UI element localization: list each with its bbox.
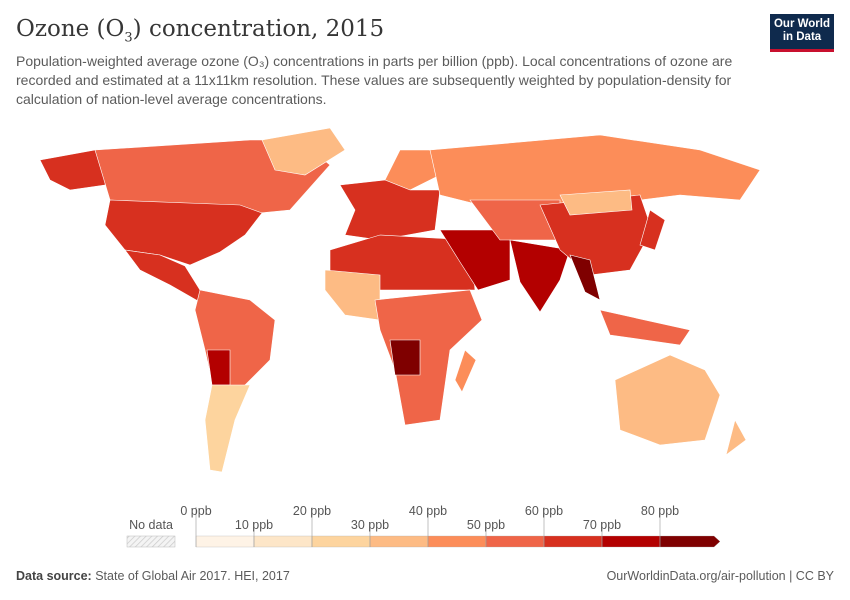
legend-no-data-label: No data [129,518,173,532]
chart-subtitle: Population-weighted average ozone (O₃) c… [16,53,733,107]
region-mongolia[interactable] [559,189,633,216]
region-madagascar[interactable] [454,349,477,393]
region-australia[interactable] [614,354,721,446]
world-map [39,127,761,473]
legend-tick-label: 30 ppb [351,518,389,532]
region-greenland[interactable] [261,127,346,176]
region-bolivia[interactable] [206,349,231,386]
region-southern-africa[interactable] [374,289,483,426]
legend-tick-label: 40 ppb [409,504,447,518]
chart-title: Ozone (O3) concentration, 2015 [16,16,385,46]
region-indonesia[interactable] [599,309,691,346]
legend-bin[interactable] [253,535,313,548]
legend-tick-label: 50 ppb [467,518,505,532]
region-myanmar[interactable] [569,254,601,301]
legend-no-data-swatch [126,535,176,548]
legend-tick-label: 20 ppb [293,504,331,518]
region-new-zealand[interactable] [725,419,747,456]
region-russia[interactable] [429,134,761,211]
legend-bin[interactable] [659,535,721,548]
legend-bin[interactable] [311,535,371,548]
legend-tick-label: 80 ppb [641,504,679,518]
countries [39,127,761,473]
legend-bin[interactable] [369,535,429,548]
legend-tick-label: 10 ppb [235,518,273,532]
region-japan[interactable] [639,209,666,251]
legend-bin[interactable] [485,535,545,548]
legend-bin[interactable] [195,535,255,548]
source-link[interactable]: OurWorldinData.org/air-pollution | CC BY [606,569,834,583]
region-usa[interactable] [104,199,263,266]
region-west-africa[interactable] [324,269,381,321]
region-china[interactable] [539,194,653,276]
data-source: Data source: State of Global Air 2017. H… [16,569,290,583]
region-europe[interactable] [339,179,441,241]
legend-tick-label: 0 ppb [180,504,211,518]
region-southern-cone[interactable] [204,384,251,473]
legend-tick-label: 60 ppb [525,504,563,518]
legend-tick-label: 70 ppb [583,518,621,532]
legend-bin[interactable] [601,535,661,548]
region-angola[interactable] [389,339,421,376]
color-legend: No data 0 ppb 10 ppb 20 ppb 30 ppb 40 ppb 50 … [126,504,721,548]
legend-bin[interactable] [543,535,603,548]
region-south-america[interactable] [194,289,276,396]
legend-bin[interactable] [427,535,487,548]
owid-logo[interactable]: Our World in Data [770,14,834,52]
